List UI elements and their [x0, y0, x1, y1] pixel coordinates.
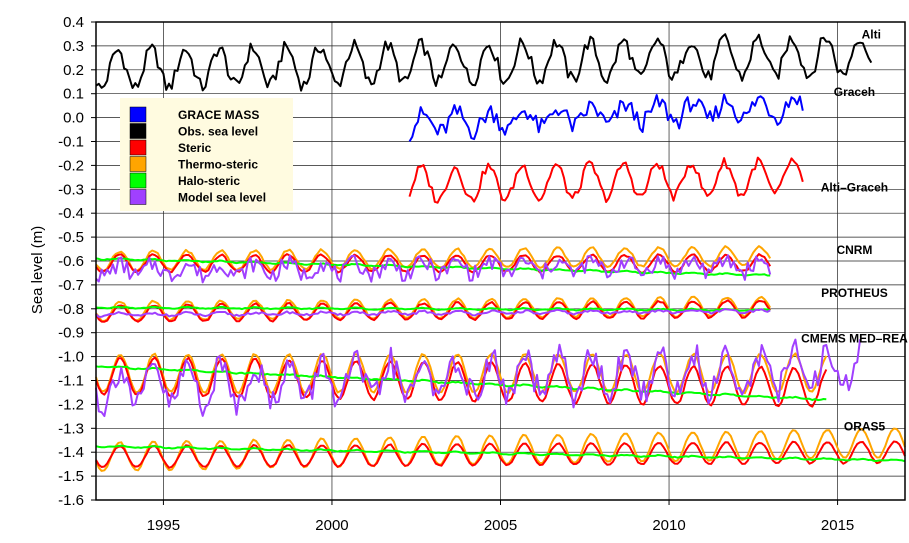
- y-tick-label: -0.7: [58, 277, 84, 294]
- y-tick-label: -0.1: [58, 134, 84, 151]
- legend-swatch: [129, 156, 147, 172]
- legend: GRACE MASS Obs. sea level Steric Thermo-ste…: [120, 98, 293, 211]
- series-annotations: Alti Graceh Alti–Graceh CNRM PROTHEUS CMEMS M…: [801, 28, 908, 434]
- y-tick-label: -1.5: [58, 468, 84, 485]
- legend-swatch: [129, 172, 147, 189]
- series-line: [95, 440, 906, 469]
- y-tick-label: 0.2: [63, 62, 84, 79]
- y-tick-label: -0.3: [58, 181, 84, 198]
- x-tick-label: 1995: [147, 517, 180, 534]
- y-tick-label: 0.1: [63, 86, 84, 103]
- y-tick-label: -0.9: [58, 325, 84, 342]
- series-line: [408, 156, 804, 204]
- legend-box: [120, 98, 293, 211]
- series-annotation: Graceh: [834, 85, 875, 99]
- series-layer: [95, 33, 906, 472]
- x-tick-labels: 1995 2000 2005 2010 2015: [147, 500, 854, 534]
- series-annotation: Alti–Graceh: [821, 181, 888, 195]
- y-tick-label: 0.0: [63, 110, 84, 127]
- series-annotation: PROTHEUS: [821, 286, 888, 300]
- y-tick-label: 0.3: [63, 38, 84, 55]
- y-tick-label: -0.4: [58, 205, 84, 222]
- legend-swatch: [129, 123, 147, 139]
- series-annotation: CNRM: [836, 243, 872, 257]
- series-annotation: ORAS5: [844, 420, 886, 434]
- legend-swatch: [129, 189, 147, 205]
- series-annotation: Alti: [862, 28, 881, 42]
- series-line: [95, 254, 772, 284]
- y-tick-label: -1.2: [58, 396, 84, 413]
- series-line: [95, 365, 827, 402]
- y-tick-label: 0.4: [63, 14, 84, 31]
- x-tick-label: 2015: [821, 517, 854, 534]
- series-line: [95, 444, 906, 463]
- y-tick-label: -0.8: [58, 301, 84, 318]
- y-tick-label: -1.4: [58, 444, 84, 461]
- y-axis-label: Sea level (m): [29, 226, 46, 314]
- legend-swatch: [129, 106, 147, 123]
- y-tick-label: -0.2: [58, 157, 84, 174]
- legend-swatch: [129, 139, 147, 156]
- series-line: [95, 338, 862, 418]
- series-line: [95, 33, 873, 92]
- legend-label: Halo-steric: [178, 174, 240, 188]
- y-tick-label: -1.6: [58, 492, 84, 509]
- y-tick-label: -1.0: [58, 349, 84, 366]
- series-line: [95, 308, 771, 318]
- legend-label: Steric: [178, 141, 212, 155]
- legend-label: Obs. sea level: [178, 125, 258, 139]
- legend-label: GRACE MASS: [178, 108, 259, 122]
- legend-label: Thermo-steric: [178, 158, 258, 172]
- y-tick-labels: 0.4 0.3 0.2 0.1 0.0 -0.1 -0.2 -0.3 -0.4 -0.5 -0.6 -…: [58, 14, 96, 509]
- series-line: [95, 305, 771, 312]
- series-line: [95, 356, 828, 408]
- x-tick-label: 2010: [652, 517, 685, 534]
- y-tick-label: -1.3: [58, 420, 84, 437]
- x-tick-label: 2000: [315, 517, 348, 534]
- y-tick-label: -0.6: [58, 253, 84, 270]
- series-line: [95, 245, 772, 273]
- legend-label: Model sea level: [178, 191, 266, 205]
- y-tick-label: -0.5: [58, 229, 84, 246]
- series-line: [408, 93, 804, 143]
- x-tick-label: 2005: [484, 517, 517, 534]
- series-annotation: CMEMS MED–REA: [801, 331, 908, 345]
- y-tick-label: -1.1: [58, 373, 84, 390]
